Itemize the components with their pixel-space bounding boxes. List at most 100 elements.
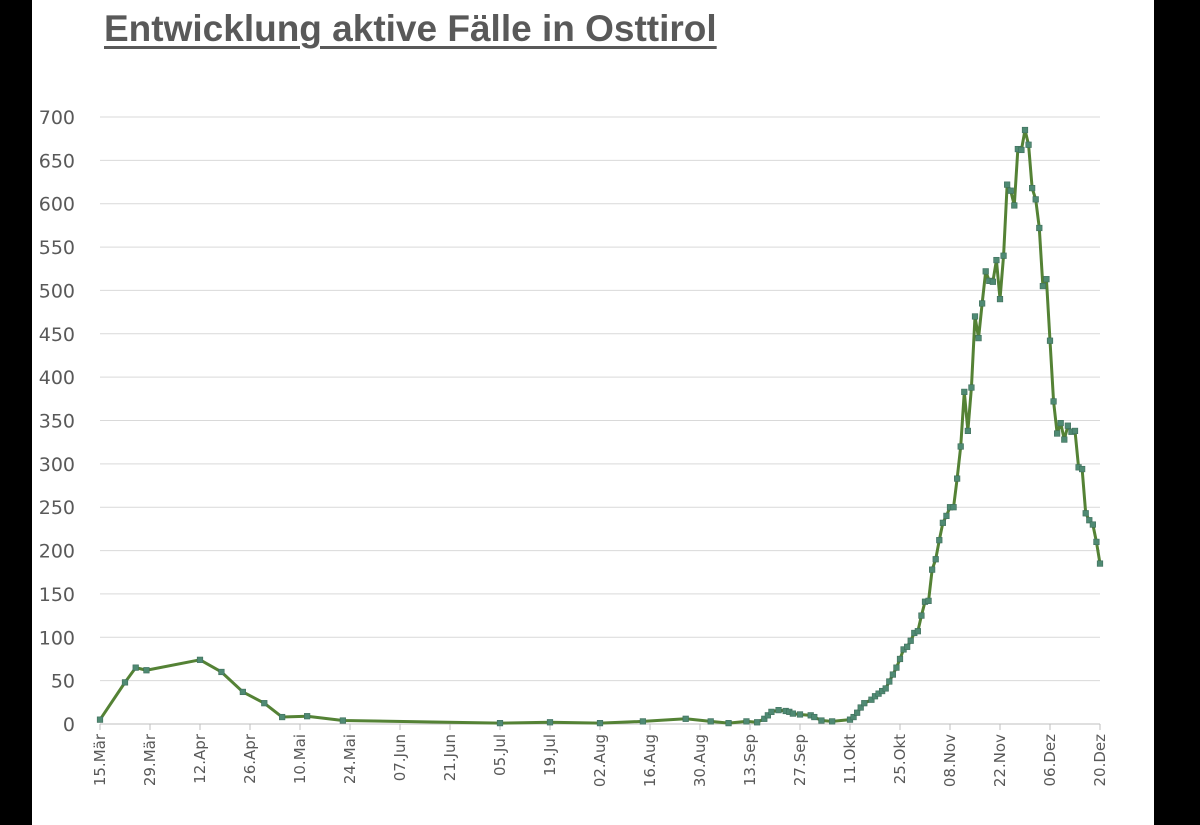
x-tick-label-9: 19.Jul bbox=[541, 734, 559, 776]
data-point-48 bbox=[907, 637, 914, 644]
data-point-50 bbox=[914, 628, 921, 635]
data-point-96 bbox=[1079, 465, 1086, 473]
data-point-94 bbox=[1071, 427, 1079, 435]
data-point-79 bbox=[1018, 146, 1025, 154]
y-tick-label-650: 650 bbox=[39, 150, 75, 172]
data-point-90 bbox=[1057, 419, 1064, 427]
data-point-99 bbox=[1089, 521, 1096, 528]
data-point-51 bbox=[918, 612, 925, 619]
data-point-22 bbox=[768, 708, 775, 715]
x-axis-labels: 15.Mär 29.Mär 12.Apr 26.Apr 10.Mai 24.Mai 07.J… bbox=[91, 724, 1109, 787]
x-tick-label-3: 26.Apr bbox=[241, 733, 259, 784]
data-point-5 bbox=[218, 668, 225, 676]
y-tick-label-250: 250 bbox=[39, 497, 75, 519]
data-point-30 bbox=[818, 717, 825, 724]
data-point-66 bbox=[971, 313, 979, 320]
data-point-86 bbox=[1043, 276, 1050, 283]
x-tick-label-1: 29.Mär bbox=[141, 733, 159, 786]
data-point-8 bbox=[279, 713, 286, 721]
x-tick-label-17: 08.Nov bbox=[941, 734, 959, 787]
data-point-19 bbox=[754, 719, 761, 726]
x-tick-label-0: 15.Mär bbox=[91, 733, 109, 786]
x-tick-label-11: 16.Aug bbox=[641, 734, 659, 787]
data-point-47 bbox=[904, 643, 911, 650]
data-point-69 bbox=[982, 268, 989, 275]
y-tick-label-150: 150 bbox=[39, 584, 75, 606]
data-point-6 bbox=[239, 688, 246, 696]
data-point-9 bbox=[304, 713, 311, 720]
data-point-43 bbox=[889, 671, 896, 678]
grid-lines bbox=[100, 116, 1100, 725]
series-line-0 bbox=[98, 128, 1102, 725]
data-point-17 bbox=[725, 720, 732, 727]
data-point-60 bbox=[950, 504, 957, 511]
data-point-61 bbox=[954, 475, 961, 482]
x-tick-label-2: 12.Apr bbox=[191, 733, 209, 784]
y-tick-label-400: 400 bbox=[39, 367, 75, 389]
y-tick-label-550: 550 bbox=[39, 237, 75, 259]
data-point-31 bbox=[829, 718, 836, 725]
data-point-75 bbox=[1004, 181, 1011, 188]
data-point-13 bbox=[596, 720, 604, 727]
x-tick-label-8: 05.Jul bbox=[491, 734, 509, 776]
data-point-62 bbox=[957, 443, 964, 450]
data-point-74 bbox=[1000, 252, 1007, 259]
data-point-20 bbox=[761, 715, 768, 722]
y-tick-label-700: 700 bbox=[39, 107, 75, 129]
x-tick-label-16: 25.Okt bbox=[891, 734, 909, 784]
x-tick-label-19: 06.Dez bbox=[1041, 734, 1059, 787]
data-point-44 bbox=[893, 664, 900, 671]
y-tick-label-350: 350 bbox=[39, 411, 75, 433]
data-point-76 bbox=[1007, 187, 1014, 194]
data-point-58 bbox=[943, 512, 950, 519]
y-tick-label-500: 500 bbox=[39, 280, 75, 302]
data-point-91 bbox=[1061, 436, 1068, 443]
x-tick-label-6: 07.Jun bbox=[391, 734, 409, 781]
x-tick-label-15: 11.Okt bbox=[841, 734, 859, 784]
data-point-80 bbox=[1021, 126, 1029, 134]
y-tick-label-600: 600 bbox=[39, 194, 75, 216]
data-point-16 bbox=[707, 718, 714, 725]
data-point-82 bbox=[1029, 185, 1036, 192]
x-tick-label-18: 22.Nov bbox=[991, 734, 1009, 787]
data-point-26 bbox=[789, 710, 796, 717]
data-point-81 bbox=[1025, 141, 1032, 148]
data-point-7 bbox=[261, 700, 268, 707]
data-point-11 bbox=[496, 720, 504, 727]
x-tick-label-7: 21.Jun bbox=[441, 734, 459, 781]
data-point-10 bbox=[339, 717, 346, 724]
data-point-23 bbox=[775, 707, 782, 714]
y-tick-label-300: 300 bbox=[39, 454, 75, 476]
series-active-cases bbox=[96, 126, 1104, 727]
data-point-63 bbox=[961, 388, 968, 395]
data-point-89 bbox=[1054, 430, 1061, 437]
data-point-101 bbox=[1096, 560, 1104, 567]
data-point-54 bbox=[929, 566, 936, 573]
data-point-35 bbox=[857, 704, 864, 711]
data-point-57 bbox=[939, 519, 946, 526]
data-point-72 bbox=[993, 256, 1000, 264]
data-point-27 bbox=[796, 711, 804, 718]
data-point-97 bbox=[1082, 510, 1089, 517]
data-point-42 bbox=[886, 678, 893, 685]
data-point-41 bbox=[882, 685, 889, 692]
data-point-33 bbox=[850, 713, 857, 721]
data-point-53 bbox=[925, 597, 932, 604]
data-point-18 bbox=[743, 718, 750, 725]
data-point-77 bbox=[1011, 202, 1018, 209]
data-point-45 bbox=[896, 655, 904, 663]
data-point-55 bbox=[932, 556, 939, 563]
y-tick-label-200: 200 bbox=[39, 541, 75, 563]
data-point-4 bbox=[196, 656, 204, 663]
x-tick-label-10: 02.Aug bbox=[591, 734, 609, 787]
chart-title: Entwicklung aktive Fälle in Osttirol bbox=[104, 8, 717, 49]
data-point-29 bbox=[811, 713, 818, 721]
data-point-98 bbox=[1086, 517, 1093, 524]
data-point-68 bbox=[979, 300, 986, 307]
data-point-88 bbox=[1050, 398, 1057, 405]
x-tick-label-20: 20.Dez bbox=[1091, 734, 1109, 787]
data-point-83 bbox=[1032, 196, 1039, 203]
data-point-71 bbox=[989, 278, 996, 285]
data-point-37 bbox=[868, 696, 875, 703]
